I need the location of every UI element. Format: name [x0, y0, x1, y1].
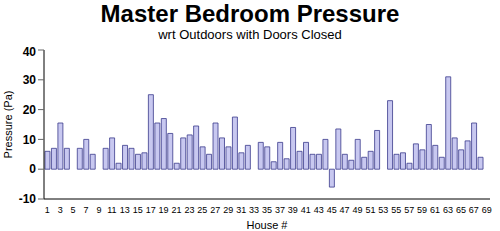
- html-text:wrt Outdoors with Doors Closed: wrt Outdoors with Doors Closed: [158, 27, 342, 42]
- svg-text:17: 17: [146, 205, 156, 215]
- svg-text:11: 11: [107, 205, 116, 215]
- svg-text:61: 61: [430, 205, 440, 215]
- svg-text:63: 63: [443, 205, 453, 215]
- svg-text:49: 49: [352, 205, 362, 215]
- svg-text:5: 5: [71, 205, 76, 215]
- svg-text:0: 0: [29, 162, 36, 176]
- svg-text:39: 39: [288, 205, 298, 215]
- svg-text:13: 13: [120, 205, 130, 215]
- svg-text:37: 37: [275, 205, 285, 215]
- svg-text:59: 59: [417, 205, 427, 215]
- svg-text:45: 45: [327, 205, 337, 215]
- svg-text:7: 7: [84, 205, 89, 215]
- svg-text:31: 31: [236, 205, 246, 215]
- svg-text:41: 41: [301, 205, 311, 215]
- svg-text:43: 43: [314, 205, 324, 215]
- svg-text:21: 21: [171, 205, 181, 215]
- svg-text:65: 65: [456, 205, 466, 215]
- html-text:Master Bedroom Pressure: Master Bedroom Pressure: [100, 0, 400, 27]
- svg-text:Pressure (Pa): Pressure (Pa): [8, 91, 14, 159]
- svg-text:House #: House #: [247, 219, 289, 231]
- svg-text:57: 57: [404, 205, 414, 215]
- svg-text:35: 35: [262, 205, 272, 215]
- svg-text:10: 10: [23, 133, 37, 147]
- svg-text:19: 19: [159, 205, 169, 215]
- svg-text:30: 30: [23, 73, 37, 87]
- svg-text:20: 20: [23, 103, 37, 117]
- svg-text:47: 47: [340, 205, 350, 215]
- svg-text:15: 15: [133, 205, 143, 215]
- svg-text:3: 3: [58, 205, 63, 215]
- svg-text:23: 23: [184, 205, 194, 215]
- svg-text:55: 55: [391, 205, 401, 215]
- svg-text:67: 67: [469, 205, 479, 215]
- svg-text:51: 51: [365, 205, 375, 215]
- svg-text:9: 9: [96, 205, 101, 215]
- svg-text:1: 1: [45, 205, 50, 215]
- svg-text:33: 33: [249, 205, 259, 215]
- svg-text:25: 25: [197, 205, 207, 215]
- svg-text:29: 29: [223, 205, 233, 215]
- svg-text:69: 69: [482, 205, 492, 215]
- svg-text:27: 27: [210, 205, 220, 215]
- svg-text:53: 53: [378, 205, 388, 215]
- svg-text:-10: -10: [19, 192, 37, 206]
- svg-text:40: 40: [23, 45, 37, 59]
